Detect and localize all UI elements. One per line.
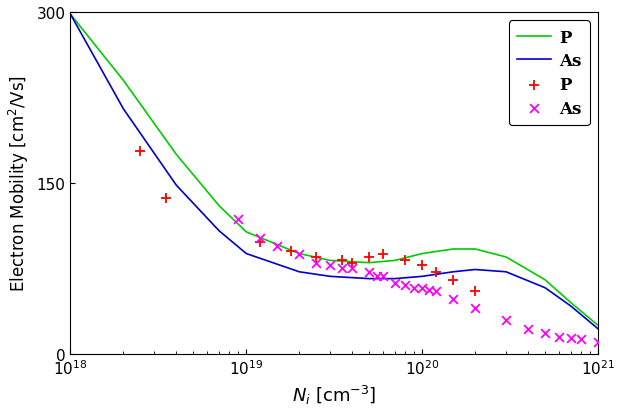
P: [431, 269, 441, 275]
As: [554, 334, 564, 340]
P: [119, 78, 127, 83]
As: [67, 13, 74, 18]
As: [233, 216, 243, 223]
As: [391, 276, 399, 281]
As: [471, 267, 479, 272]
As: [419, 274, 426, 279]
P: [366, 261, 373, 266]
P: [594, 323, 601, 328]
P: [471, 247, 479, 252]
As: [119, 107, 127, 112]
As: [470, 305, 480, 312]
As: [215, 229, 223, 234]
P: [67, 13, 74, 18]
P: [136, 148, 146, 155]
P: [172, 152, 180, 157]
As: [567, 304, 575, 309]
Line: As: As: [70, 15, 598, 329]
P: [378, 251, 388, 257]
P: [364, 254, 374, 261]
As: [594, 327, 601, 332]
Line: P: P: [70, 15, 598, 325]
As: [364, 269, 374, 275]
P: [391, 258, 399, 263]
As: [593, 339, 603, 346]
As: [337, 266, 347, 272]
X-axis label: $N_i$ [cm$^{-3}$]: $N_i$ [cm$^{-3}$]: [292, 383, 376, 406]
As: [327, 274, 334, 279]
Legend: P, As, P, As: P, As, P, As: [509, 21, 590, 126]
As: [371, 273, 381, 280]
As: [540, 330, 550, 337]
P: [503, 255, 510, 260]
P: [161, 195, 171, 202]
P: [286, 248, 296, 255]
As: [503, 270, 510, 275]
P: [347, 260, 357, 266]
As: [501, 317, 511, 323]
As: [294, 251, 304, 257]
As: [243, 252, 250, 256]
As: [424, 287, 434, 294]
P: [567, 300, 575, 305]
P: [215, 204, 223, 209]
As: [409, 285, 419, 291]
As: [400, 282, 410, 289]
P: [295, 252, 303, 256]
As: [448, 296, 458, 303]
As: [523, 326, 533, 332]
As: [172, 183, 180, 188]
As: [390, 280, 400, 287]
P: [312, 254, 322, 261]
P: [448, 277, 458, 283]
P: [327, 258, 334, 263]
P: [541, 278, 549, 282]
As: [366, 276, 373, 281]
As: [325, 262, 335, 268]
P: [470, 288, 480, 295]
P: [400, 257, 410, 264]
As: [417, 285, 427, 291]
Y-axis label: Electron Mobility [cm$^2$/Vs]: Electron Mobility [cm$^2$/Vs]: [7, 75, 31, 292]
As: [450, 270, 457, 275]
P: [337, 257, 347, 264]
As: [431, 288, 441, 295]
P: [243, 230, 250, 235]
As: [295, 270, 303, 275]
As: [312, 260, 322, 266]
As: [541, 285, 549, 290]
As: [272, 243, 282, 249]
P: [450, 247, 457, 252]
As: [347, 266, 357, 272]
As: [255, 235, 265, 241]
P: [255, 239, 265, 246]
As: [576, 336, 586, 342]
As: [378, 273, 388, 280]
As: [566, 335, 576, 342]
P: [419, 252, 426, 256]
P: [417, 262, 427, 268]
